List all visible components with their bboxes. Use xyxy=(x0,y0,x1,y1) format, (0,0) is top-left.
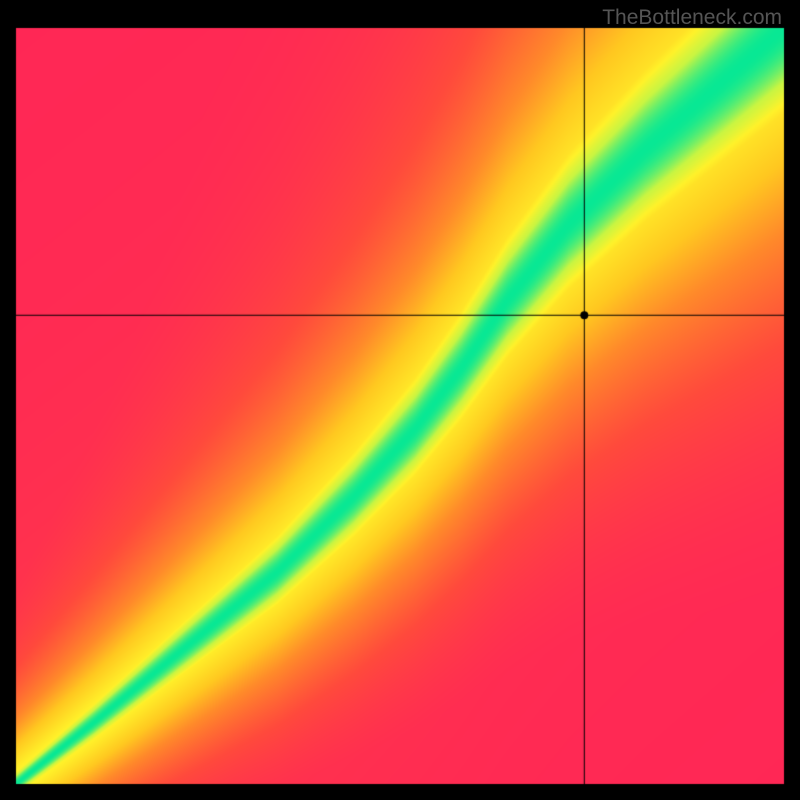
watermark-text: TheBottleneck.com xyxy=(602,6,782,30)
bottleneck-heatmap-canvas xyxy=(0,0,800,800)
chart-container: TheBottleneck.com xyxy=(0,0,800,800)
